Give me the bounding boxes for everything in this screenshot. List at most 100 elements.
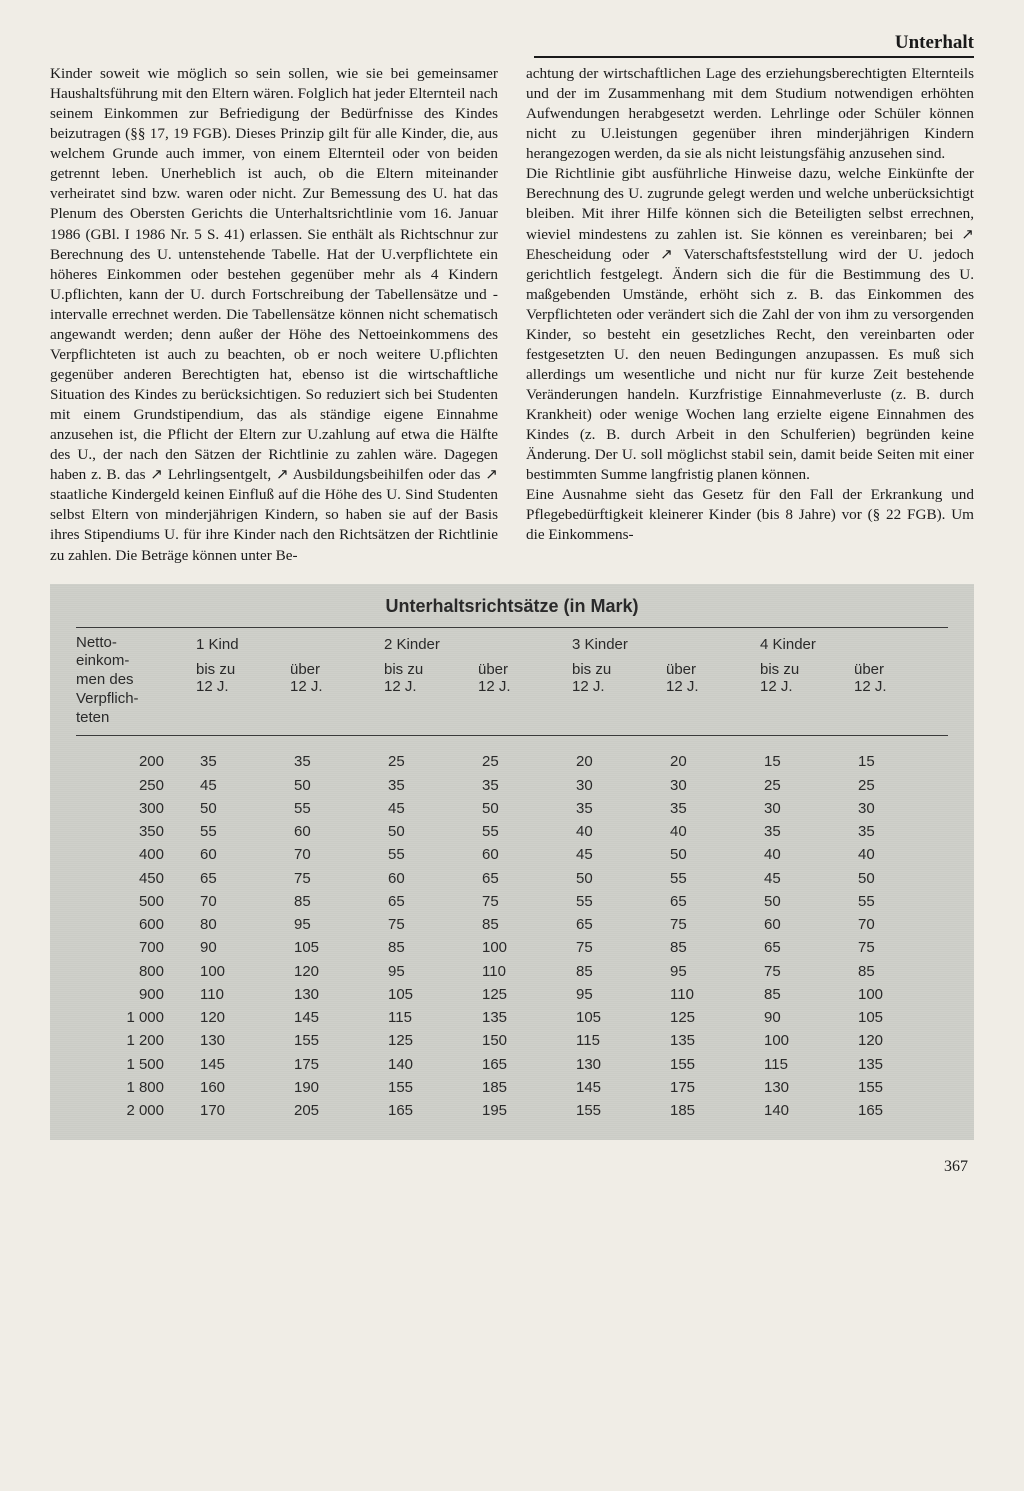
cell-value: 40	[854, 843, 948, 866]
cell-value: 155	[666, 1053, 760, 1076]
cell-value: 95	[290, 913, 384, 936]
cell-value: 100	[478, 936, 572, 959]
table-row: 2 000170205165195155185140165	[76, 1099, 948, 1122]
cell-value: 155	[384, 1076, 478, 1099]
cell-value: 25	[854, 774, 948, 797]
cell-value: 75	[572, 936, 666, 959]
table-row: 2504550353530302525	[76, 774, 948, 797]
group-label: 4 Kinder	[760, 634, 948, 661]
cell-value: 95	[384, 960, 478, 983]
cell-value: 145	[572, 1076, 666, 1099]
page-number: 367	[50, 1158, 974, 1176]
column-left: Kinder soweit wie möglich so sein sollen…	[50, 64, 498, 566]
cell-value: 50	[196, 797, 290, 820]
table-row: 2003535252520201515	[76, 750, 948, 773]
sub-over12: über12 J.	[666, 661, 760, 695]
cell-income: 1 800	[76, 1076, 196, 1099]
cell-value: 50	[666, 843, 760, 866]
cell-value: 130	[290, 983, 384, 1006]
cell-income: 1 500	[76, 1053, 196, 1076]
table-row: 4506575606550554550	[76, 867, 948, 890]
sub-upto12: bis zu12 J.	[572, 661, 666, 695]
table-row: 8001001209511085957585	[76, 960, 948, 983]
cell-value: 45	[760, 867, 854, 890]
cell-income: 800	[76, 960, 196, 983]
cell-value: 125	[666, 1006, 760, 1029]
cell-value: 50	[572, 867, 666, 890]
col-group-2: 2 Kinder bis zu12 J. über12 J.	[384, 634, 572, 728]
cell-income: 600	[76, 913, 196, 936]
cell-value: 25	[760, 774, 854, 797]
table-row: 6008095758565756070	[76, 913, 948, 936]
cell-value: 60	[478, 843, 572, 866]
cell-value: 60	[290, 820, 384, 843]
cell-value: 45	[196, 774, 290, 797]
cell-value: 65	[666, 890, 760, 913]
cell-value: 160	[196, 1076, 290, 1099]
cell-value: 110	[196, 983, 290, 1006]
col-group-1: 1 Kind bis zu12 J. über12 J.	[196, 634, 384, 728]
cell-income: 1 200	[76, 1029, 196, 1052]
cell-value: 85	[760, 983, 854, 1006]
cell-value: 60	[384, 867, 478, 890]
cell-value: 165	[854, 1099, 948, 1122]
header-row: Unterhalt	[50, 32, 974, 58]
cell-value: 75	[760, 960, 854, 983]
cell-value: 165	[384, 1099, 478, 1122]
cell-value: 205	[290, 1099, 384, 1122]
cell-value: 75	[384, 913, 478, 936]
cell-value: 155	[854, 1076, 948, 1099]
group-label: 1 Kind	[196, 634, 384, 661]
cell-value: 60	[760, 913, 854, 936]
cell-value: 20	[572, 750, 666, 773]
sub-over12: über12 J.	[478, 661, 572, 695]
cell-value: 85	[478, 913, 572, 936]
table-row: 1 500145175140165130155115135	[76, 1053, 948, 1076]
cell-value: 110	[478, 960, 572, 983]
cell-value: 95	[572, 983, 666, 1006]
cell-value: 60	[196, 843, 290, 866]
cell-value: 70	[196, 890, 290, 913]
cell-value: 65	[196, 867, 290, 890]
cell-value: 35	[666, 797, 760, 820]
cell-value: 130	[196, 1029, 290, 1052]
cell-value: 135	[478, 1006, 572, 1029]
cell-value: 20	[666, 750, 760, 773]
cell-value: 35	[478, 774, 572, 797]
cell-value: 175	[666, 1076, 760, 1099]
cell-value: 25	[478, 750, 572, 773]
page: Unterhalt Kinder soweit wie möglich so s…	[50, 32, 974, 1176]
cell-value: 25	[384, 750, 478, 773]
cell-value: 50	[478, 797, 572, 820]
cell-income: 1 000	[76, 1006, 196, 1029]
cell-value: 130	[572, 1053, 666, 1076]
header-income-label: Netto-einkom-men desVerpflich-teten	[76, 634, 188, 728]
sub-over12: über12 J.	[854, 661, 948, 695]
cell-value: 120	[196, 1006, 290, 1029]
cell-value: 55	[572, 890, 666, 913]
cell-value: 115	[572, 1029, 666, 1052]
table-header: Netto-einkom-men desVerpflich-teten 1 Ki…	[76, 634, 948, 728]
table-row: 1 800160190155185145175130155	[76, 1076, 948, 1099]
col-group-4: 4 Kinder bis zu12 J. über12 J.	[760, 634, 948, 728]
cell-value: 100	[854, 983, 948, 1006]
cell-value: 145	[196, 1053, 290, 1076]
table-title: Unterhaltsrichtsätze (in Mark)	[76, 596, 948, 617]
cell-value: 75	[290, 867, 384, 890]
cell-value: 175	[290, 1053, 384, 1076]
cell-value: 125	[384, 1029, 478, 1052]
group-label: 3 Kinder	[572, 634, 760, 661]
cell-value: 35	[384, 774, 478, 797]
cell-value: 135	[666, 1029, 760, 1052]
cell-value: 85	[666, 936, 760, 959]
cell-value: 85	[290, 890, 384, 913]
cell-value: 70	[854, 913, 948, 936]
sub-upto12: bis zu12 J.	[384, 661, 478, 695]
cell-value: 185	[478, 1076, 572, 1099]
cell-value: 30	[572, 774, 666, 797]
sub-upto12: bis zu12 J.	[760, 661, 854, 695]
cell-income: 900	[76, 983, 196, 1006]
sub-upto12: bis zu12 J.	[196, 661, 290, 695]
cell-value: 155	[290, 1029, 384, 1052]
cell-value: 35	[854, 820, 948, 843]
